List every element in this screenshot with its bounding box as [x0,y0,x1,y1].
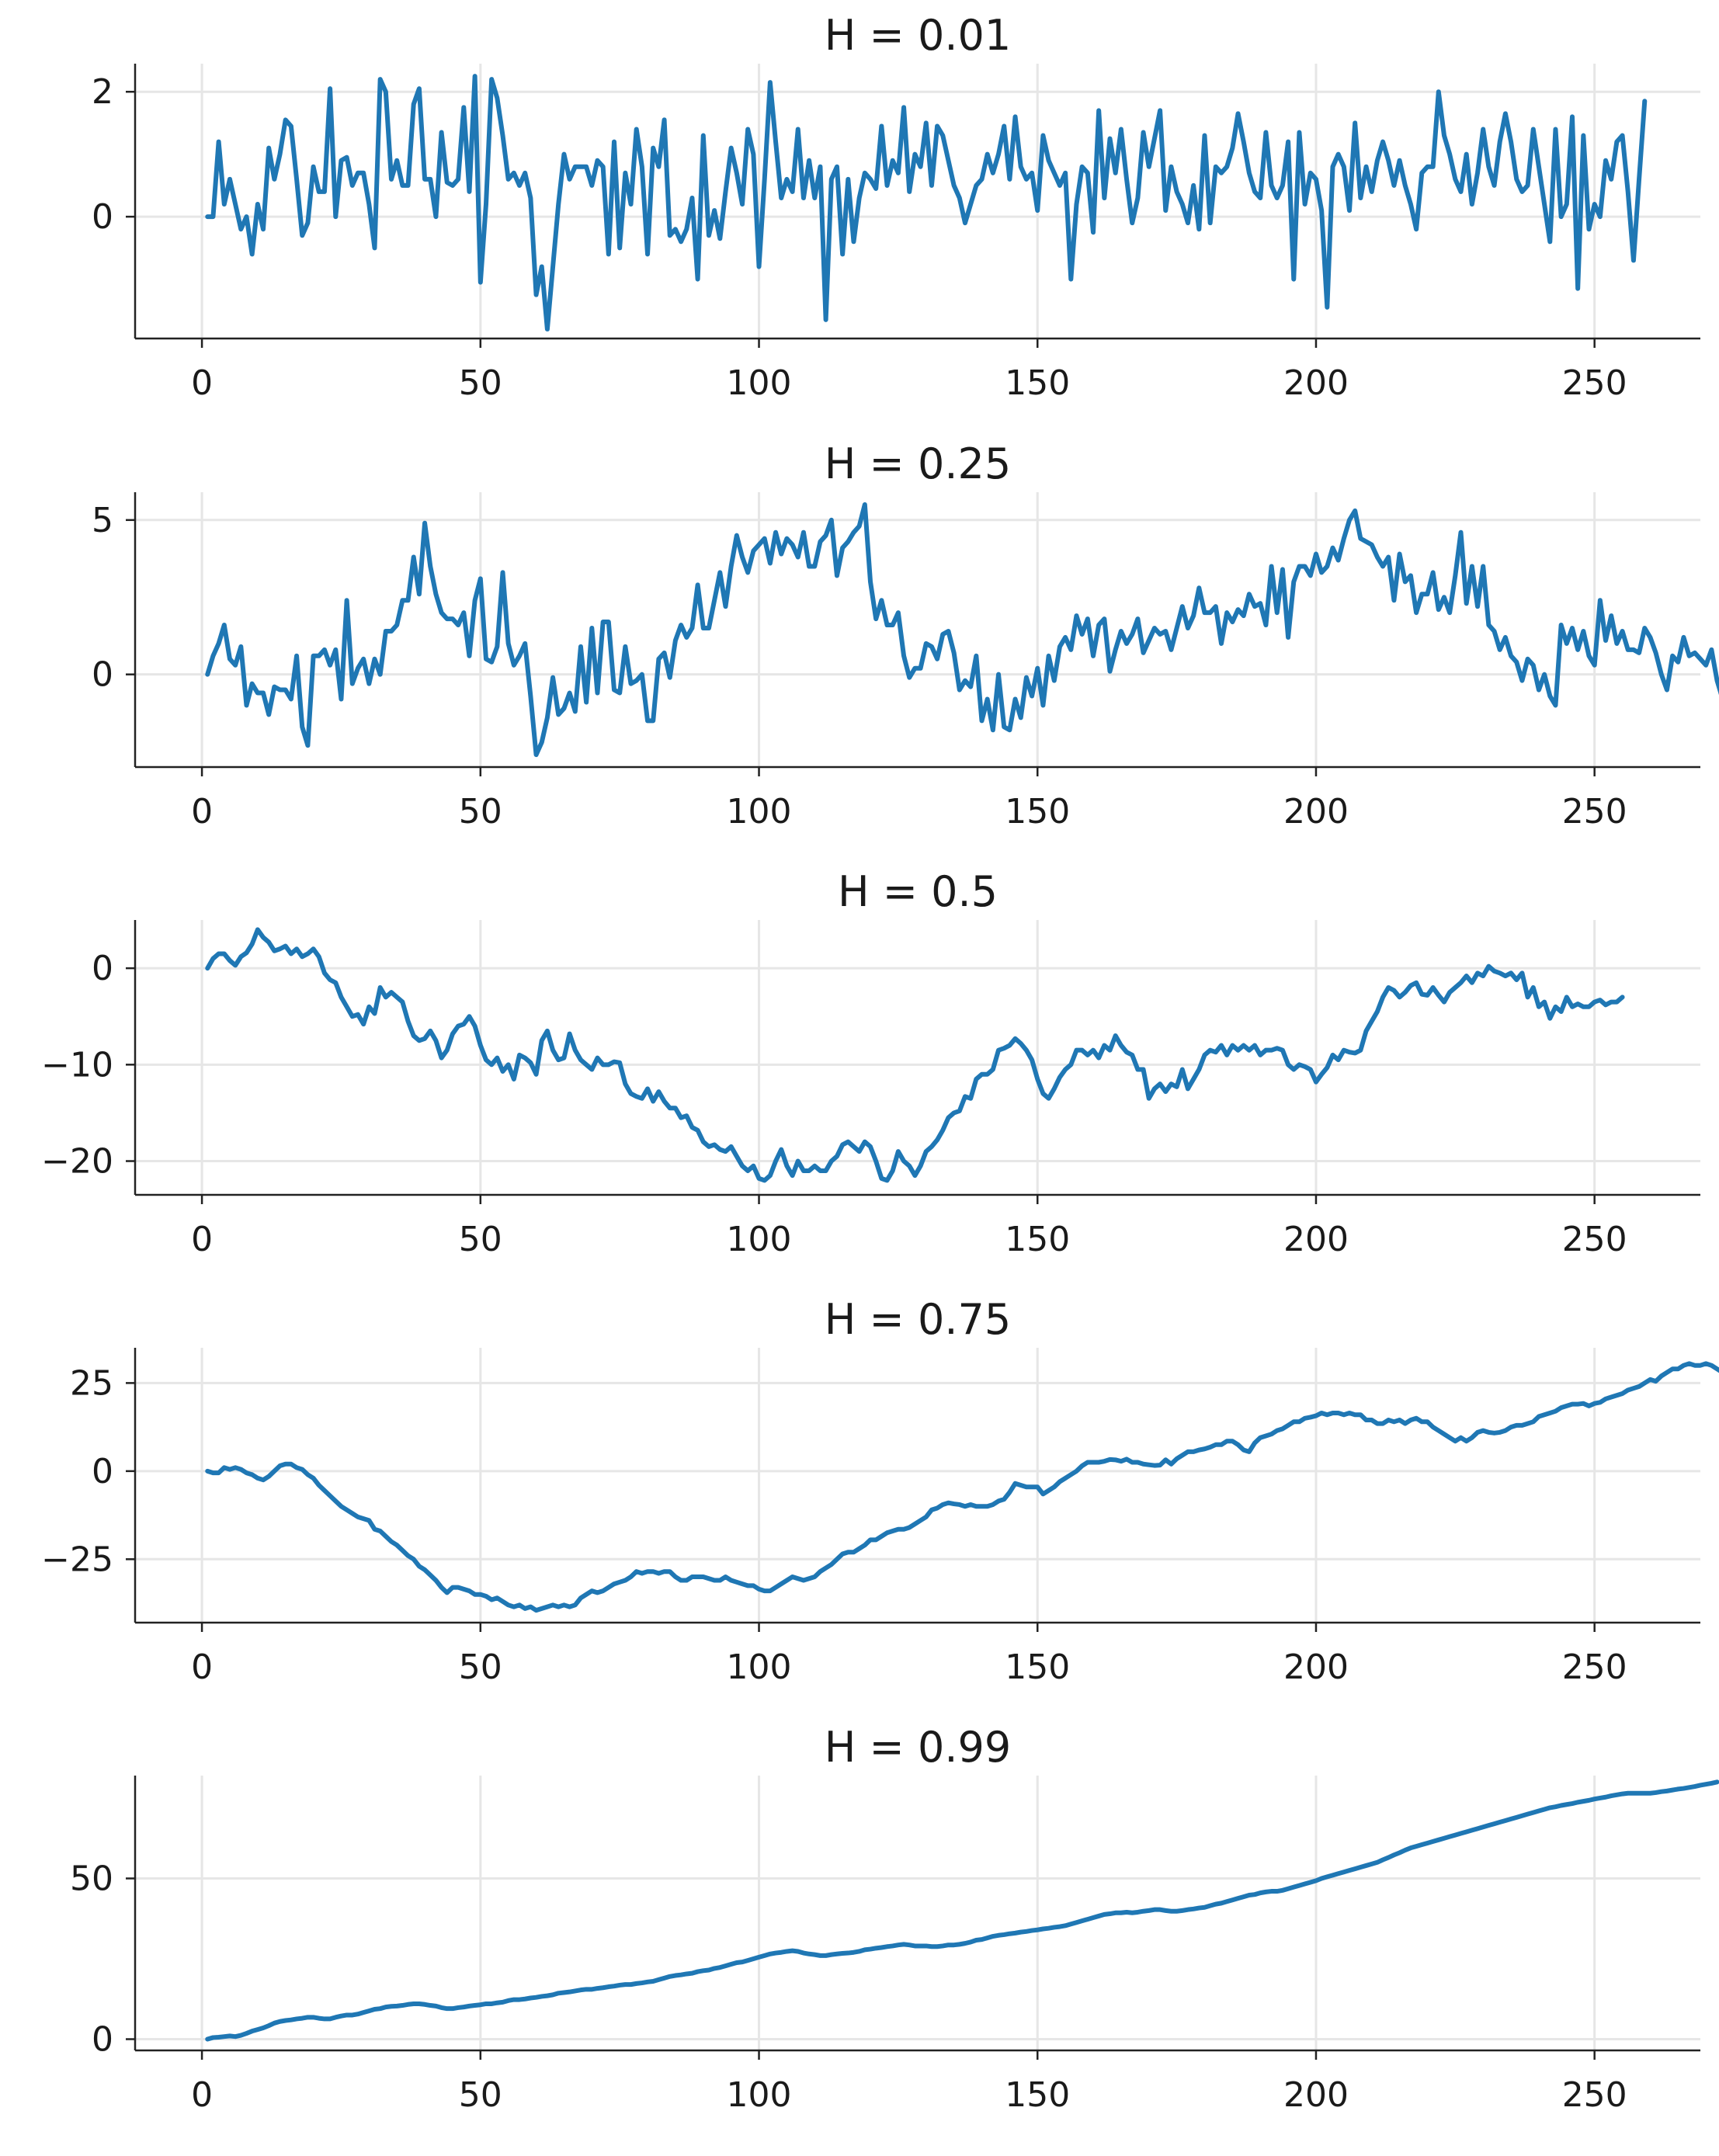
x-tick-label-4-1: 50 [459,1647,502,1687]
series-line-2-1 [205,502,1719,758]
x-tick-label-2-1: 50 [459,792,502,832]
y-tick-label-1-0: 0 [92,197,113,237]
series-line-1-1 [205,74,1648,332]
y-tick-label-3-2: 0 [92,949,113,988]
x-tick-label-1-5: 250 [1562,363,1627,403]
x-tick-label-4-0: 0 [191,1647,213,1687]
y-tick-label-3-0: −20 [41,1142,113,1182]
x-tick-label-2-2: 100 [727,792,792,832]
subplot-title-4: H = 0.75 [825,1295,1011,1344]
x-tick-label-4-5: 250 [1562,1647,1627,1687]
subplot-title-1: H = 0.01 [825,11,1011,60]
x-tick-label-5-5: 250 [1562,2075,1627,2115]
x-tick-label-3-5: 250 [1562,1220,1627,1259]
x-tick-label-2-5: 250 [1562,792,1627,832]
x-tick-label-2-0: 0 [191,792,213,832]
subplot-title-5: H = 0.99 [825,1723,1011,1772]
x-tick-label-5-0: 0 [191,2075,213,2115]
subplot-4: 0 50 100 150 200 250 −25 0 25 H = 0.75 [41,1295,1719,1687]
y-tick-label-3-1: −10 [41,1045,113,1085]
y-tick-label-4-1: 0 [92,1452,113,1491]
x-tick-label-1-4: 200 [1283,363,1349,403]
x-tick-label-5-1: 50 [459,2075,502,2115]
subplot-2: 0 50 100 150 200 250 0 5 H = 0.25 [92,439,1719,832]
series-line-5-1 [205,1779,1719,2042]
subplot-3: 0 50 100 150 200 250 −20 −10 0 H = 0.5 [41,867,1700,1259]
subplot-title-2: H = 0.25 [825,439,1011,488]
x-tick-label-1-3: 150 [1005,363,1070,403]
y-tick-label-4-0: −25 [41,1540,113,1579]
subplot-5: 0 50 100 150 200 250 0 50 H = 0.99 [70,1723,1719,2115]
y-tick-label-2-0: 0 [92,655,113,695]
y-tick-label-2-1: 5 [92,501,113,540]
x-tick-label-4-3: 150 [1005,1647,1070,1687]
x-tick-label-5-3: 150 [1005,2075,1070,2115]
x-tick-label-1-2: 100 [727,363,792,403]
x-tick-label-2-4: 200 [1283,792,1349,832]
x-tick-label-3-4: 200 [1283,1220,1349,1259]
x-tick-label-5-4: 200 [1283,2075,1349,2115]
x-tick-label-3-3: 150 [1005,1220,1070,1259]
x-tick-label-3-0: 0 [191,1220,213,1259]
x-tick-label-2-3: 150 [1005,792,1070,832]
y-tick-label-4-2: 25 [70,1363,113,1403]
x-tick-label-3-1: 50 [459,1220,502,1259]
y-tick-label-5-1: 50 [70,1859,113,1898]
subplot-title-3: H = 0.5 [838,867,998,916]
y-tick-label-5-0: 0 [92,2020,113,2060]
series-line-4-1 [205,1361,1719,1613]
y-tick-label-1-1: 2 [92,72,113,112]
x-tick-label-4-2: 100 [727,1647,792,1687]
series-line-3-1 [205,927,1625,1183]
x-tick-label-3-2: 100 [727,1220,792,1259]
x-tick-label-1-1: 50 [459,363,502,403]
x-tick-label-4-4: 200 [1283,1647,1349,1687]
x-tick-label-5-2: 100 [727,2075,792,2115]
x-tick-label-1-0: 0 [191,363,213,403]
subplot-1: 0 50 100 150 200 250 0 2 H = 0.01 [92,11,1700,403]
